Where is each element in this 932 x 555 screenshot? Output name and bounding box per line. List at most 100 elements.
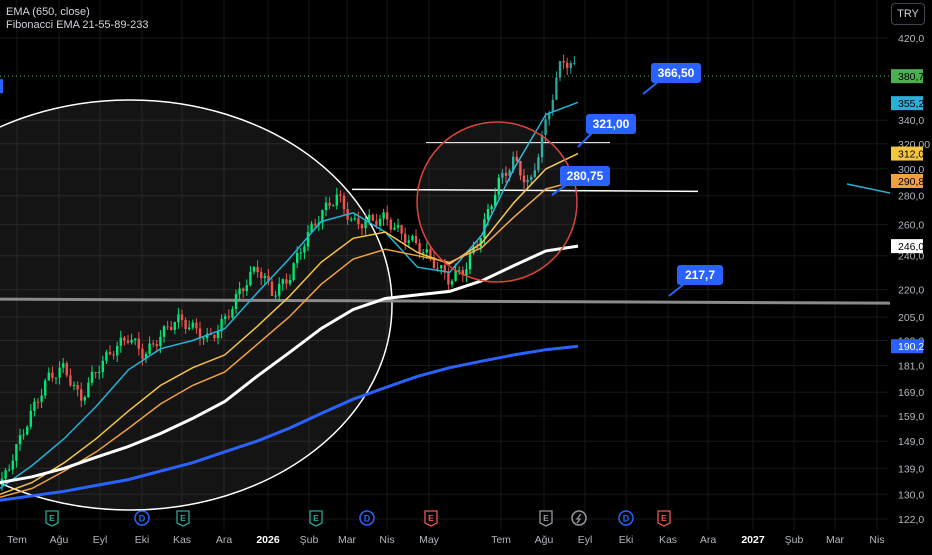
candle-body xyxy=(191,322,194,328)
candle-body xyxy=(335,194,338,206)
candle-body xyxy=(544,119,547,135)
callout-pointer xyxy=(668,283,685,297)
candle-body xyxy=(515,156,518,161)
time-axis[interactable]: Tem Ağu Eyl Eki Kas Ara 2026 Şub Mar Nis May Tem Ağu… xyxy=(7,534,885,546)
candle-body xyxy=(202,338,205,340)
candle-body xyxy=(299,252,302,254)
candle-body xyxy=(26,426,29,435)
legend-fib-ema[interactable]: Fibonacci EMA 21-55-89-233 xyxy=(6,19,149,31)
candle-body xyxy=(238,288,241,295)
callout-label: 217,7 xyxy=(685,268,715,282)
candle-body xyxy=(4,470,7,479)
candle-body xyxy=(414,236,418,244)
price-tick-label: 240,0 xyxy=(898,251,924,263)
grid xyxy=(0,0,888,530)
candle-body xyxy=(148,343,151,354)
candle-body xyxy=(119,337,122,346)
candle-body xyxy=(504,172,508,176)
dividend-marker-label: D xyxy=(139,514,146,524)
price-label-text-last-price: 380,75 xyxy=(898,71,930,83)
candle-body xyxy=(69,375,72,386)
big-ellipse-drawing[interactable] xyxy=(0,99,393,511)
currency-button[interactable]: TRY xyxy=(891,3,925,25)
candle-body xyxy=(80,389,83,401)
candle-body xyxy=(321,210,324,223)
candle-body xyxy=(270,281,274,296)
candle-body xyxy=(353,218,356,220)
time-tick-label: Şub xyxy=(785,534,804,546)
price-tick-label: 159,0 xyxy=(898,411,924,423)
candle-body xyxy=(472,246,475,254)
candle-body xyxy=(526,179,529,183)
price-label-text-ema89: 290,81 xyxy=(898,176,930,188)
price-label-text-ema233: 246,0 xyxy=(898,241,924,253)
ema21-line xyxy=(0,101,579,490)
time-tick-label: Mar xyxy=(826,534,845,546)
earnings-marker-label: E xyxy=(49,513,55,523)
earnings-marker-label: E xyxy=(428,513,434,523)
time-tick-label: Eyl xyxy=(93,534,108,546)
time-tick-label: Nis xyxy=(869,534,884,546)
candle-body xyxy=(195,322,198,329)
candle-body xyxy=(101,360,104,373)
price-label-ema233 xyxy=(891,239,923,254)
candle-body xyxy=(130,339,133,343)
candle-body xyxy=(296,252,299,264)
time-tick-label: Mar xyxy=(338,534,357,546)
candle-body xyxy=(522,175,526,183)
price-tick-label: 205,0 xyxy=(898,312,924,324)
time-tick-label: May xyxy=(419,534,440,546)
candle-body xyxy=(548,112,551,120)
candle-body xyxy=(54,377,58,379)
earnings-marker xyxy=(45,510,59,527)
candle-body xyxy=(310,223,313,233)
split-marker xyxy=(571,510,587,526)
candle-body xyxy=(224,316,227,320)
candle-body xyxy=(72,385,76,387)
candle-body xyxy=(108,352,112,355)
candle-body xyxy=(227,316,230,318)
earnings-marker-label: E xyxy=(661,513,667,523)
candle-body xyxy=(411,236,414,241)
callout-box xyxy=(586,114,636,134)
candle-body xyxy=(303,246,306,253)
ema-lines xyxy=(0,75,891,502)
candle-body xyxy=(33,401,36,411)
candle-body xyxy=(404,233,407,243)
callout-box xyxy=(651,63,701,83)
price-tick-label: 260,0 xyxy=(898,220,924,232)
time-tick-label: Kas xyxy=(173,534,191,546)
candle-body xyxy=(540,134,544,158)
callouts[interactable]: 366,50 321,00 280,75 217,7 xyxy=(551,63,723,297)
candle-body xyxy=(494,194,497,207)
dividend-marker xyxy=(618,510,634,526)
candle-body xyxy=(173,322,176,330)
candle-body xyxy=(328,202,331,206)
candle-body xyxy=(551,99,554,113)
candle-body xyxy=(519,160,522,176)
earnings-marker xyxy=(539,510,553,527)
callout-pointer xyxy=(551,184,567,196)
candle-body xyxy=(198,328,202,339)
callout-label: 321,00 xyxy=(593,117,630,131)
candle-body xyxy=(252,266,256,272)
time-tick-label: Kas xyxy=(659,534,677,546)
legend-ema650[interactable]: EMA (650, close) xyxy=(6,6,90,18)
candle-body xyxy=(537,157,540,171)
candle-body xyxy=(573,62,576,64)
circle-shape xyxy=(416,121,578,283)
candle-body xyxy=(242,288,245,292)
price-label-text-ema650: 190,2 xyxy=(898,341,924,353)
indicator-legend[interactable]: EMA (650, close) Fibonacci EMA 21-55-89-… xyxy=(6,6,148,32)
candle-body xyxy=(292,263,295,281)
candle-body xyxy=(98,372,101,374)
candle-body xyxy=(324,202,328,211)
candle-body xyxy=(116,345,119,356)
circle-drawing[interactable] xyxy=(416,121,578,283)
candle-body xyxy=(569,63,572,69)
price-tick-label: 280,0 xyxy=(898,191,924,203)
candle-body xyxy=(126,340,130,343)
